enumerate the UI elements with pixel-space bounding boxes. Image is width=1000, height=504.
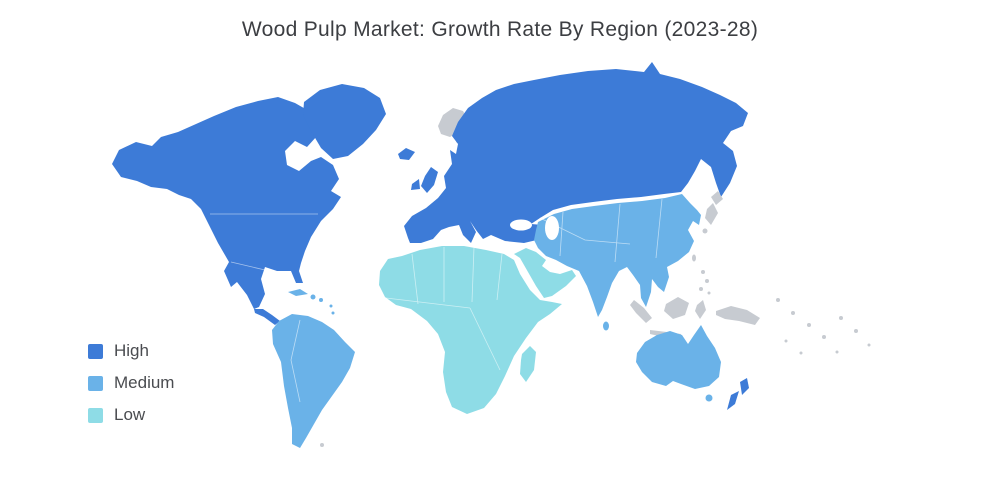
region-pacific-island [776,298,780,302]
legend: High Medium Low [88,341,174,425]
region-pacific-island [839,316,843,320]
region-pacific-island [807,323,811,327]
region-pacific-island [799,351,803,355]
caspian-sea [545,216,559,240]
region-japan-hokkaido [711,191,723,205]
region-new-guinea [716,306,760,325]
chart-title: Wood Pulp Market: Growth Rate By Region … [241,18,759,41]
region-greenland [303,84,386,159]
region-caribbean-island [329,304,333,308]
region-caribbean-island [310,294,316,300]
region-japan-kyushu [702,228,708,234]
pacific-islands [776,298,871,355]
region-pacific-island [784,339,788,343]
region-europe-russia [404,62,748,243]
legend-swatch-high [88,343,103,359]
region-central-america [254,309,280,325]
region-japan-honshu [705,203,718,225]
region-caribbean-island [319,298,323,302]
black-sea [510,219,532,231]
region-africa [379,246,562,414]
region-pacific-island [791,311,795,315]
legend-label-medium: Medium [114,373,175,392]
region-taiwan [692,254,696,262]
region-iceland [398,148,415,160]
region-pacific-island [867,343,871,347]
legend-item-medium: Medium [88,373,174,393]
region-philippines-island [699,287,703,291]
region-australia [636,325,721,389]
country-borders [210,198,663,403]
legend-label-low: Low [114,405,146,424]
region-madagascar [520,346,536,382]
region-pacific-island [835,350,839,354]
region-north-america [112,97,341,309]
region-philippines-island [707,291,711,295]
region-philippines-island [701,270,705,274]
region-cuba [288,289,308,296]
region-south-america [272,314,355,448]
region-falkland-islands [320,443,324,447]
region-borneo [664,297,689,319]
region-sri-lanka [603,321,609,331]
legend-swatch-low [88,407,103,423]
region-philippines-island [705,279,709,283]
region-tasmania [705,394,713,402]
region-new-zealand-north [740,378,749,395]
region-pacific-island [854,329,858,333]
region-middle-east [514,248,576,298]
region-caribbean-island [331,311,335,315]
legend-swatch-medium [88,375,103,391]
region-new-zealand-south [727,391,739,410]
legend-item-high: High [88,341,174,361]
region-sulawesi [695,300,706,319]
region-sumatra [630,300,652,323]
region-uk [421,167,438,193]
legend-label-high: High [114,341,149,360]
region-pacific-island [822,335,826,339]
region-ireland [411,179,420,190]
legend-item-low: Low [88,405,174,425]
